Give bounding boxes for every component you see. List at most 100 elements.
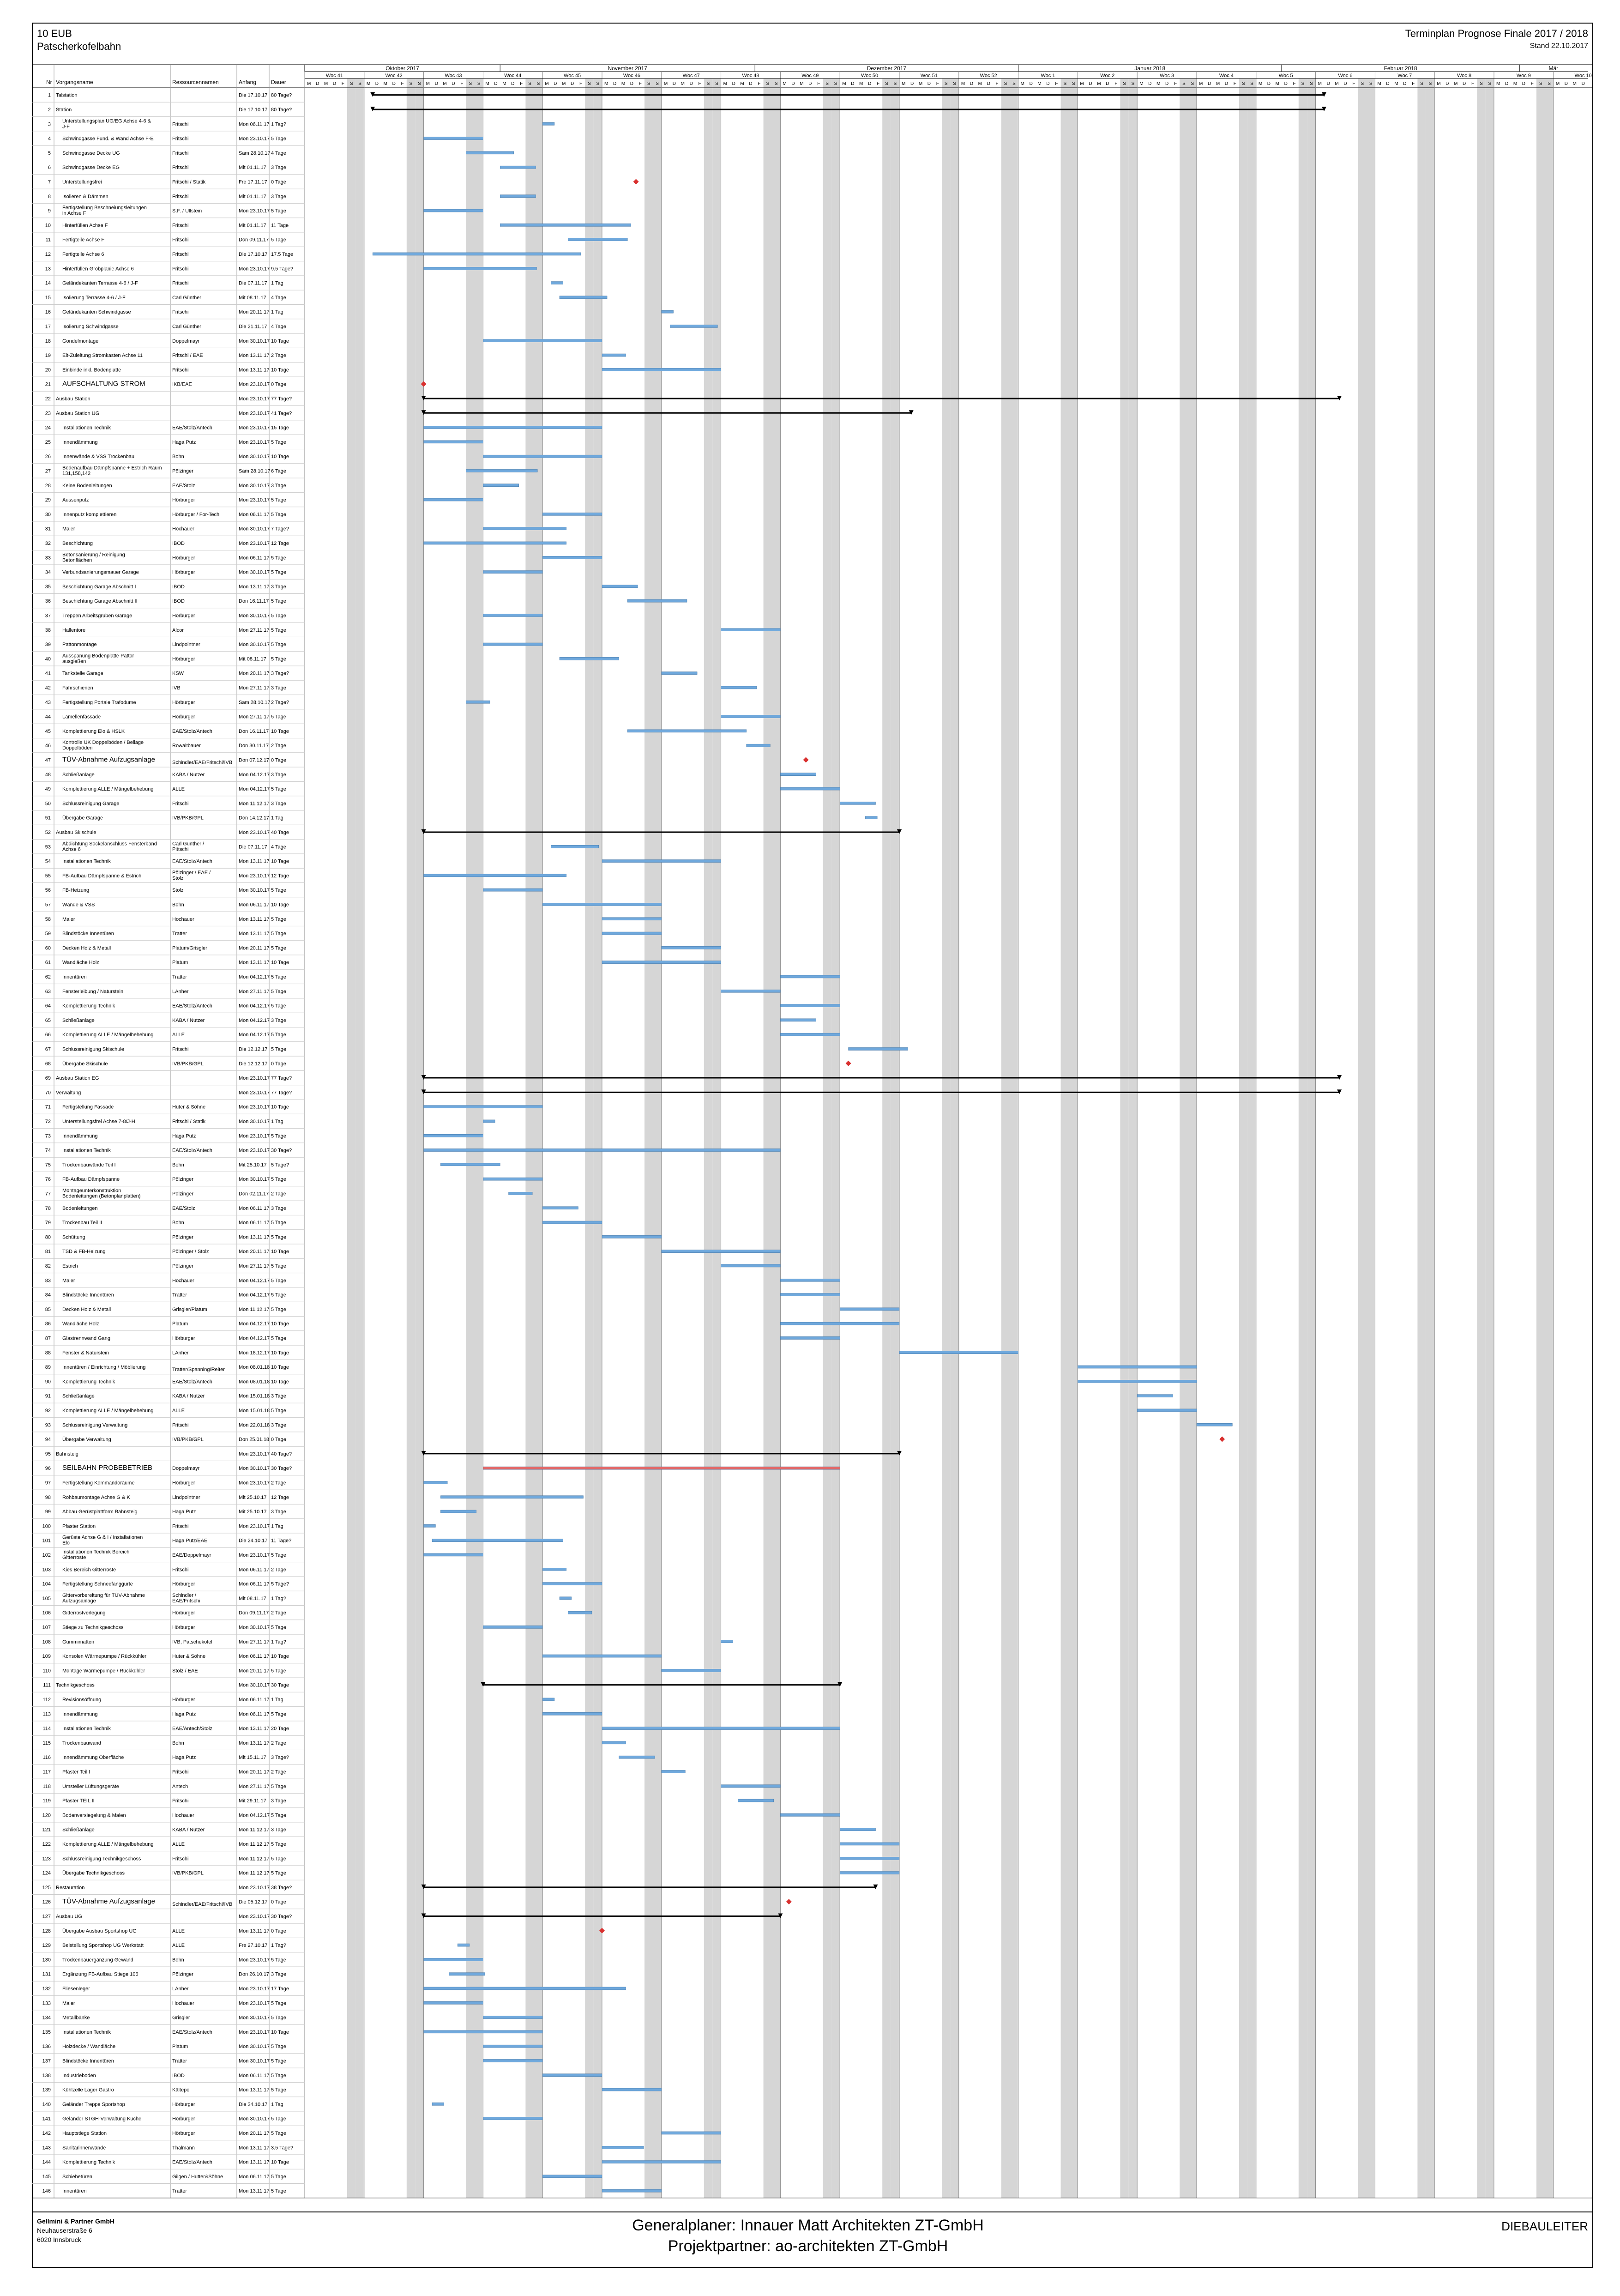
cell-text: 5 Tage	[271, 1625, 286, 1630]
cell-text: Mon 30.10.17	[239, 2044, 270, 2049]
cell-text: 1 Tag	[271, 1697, 283, 1703]
task-name: Wände & VSS	[62, 902, 95, 907]
cell-text: 5 Tage	[271, 555, 286, 561]
cell-text: Mon 23.10.17	[239, 497, 270, 503]
cell-text: 49	[45, 786, 51, 792]
task-name: Isolierung Terrasse 4-6 / J-F	[62, 295, 126, 301]
cell-text: Don 02.11.17	[239, 1191, 269, 1196]
day-label: M	[502, 81, 506, 86]
day-label: M	[961, 81, 965, 86]
day-label: M	[1097, 81, 1101, 86]
day-label: S	[953, 81, 956, 86]
cell-text: Fritschi	[172, 237, 188, 243]
cell-text: 12 Tage	[271, 541, 289, 546]
cell-text: IVB/PKB/GPL	[172, 816, 204, 821]
cell-text: 110	[42, 1668, 51, 1674]
summary-end	[837, 1682, 843, 1687]
cell-text: 10	[45, 223, 51, 228]
cell-text: 5 Tage	[271, 1177, 286, 1182]
cell-text: 21	[45, 382, 51, 387]
day-label: D	[1386, 81, 1389, 86]
cell-text: 105	[42, 1596, 51, 1601]
cell-text: Mon 20.11.17	[239, 671, 269, 677]
cell-text: Mit 25.10.17	[239, 1162, 267, 1168]
cell-text: Mon 13.11.17	[239, 2145, 269, 2151]
cell-text: 5 Tage	[271, 1957, 286, 1963]
day-label: S	[715, 81, 718, 86]
day-label: F	[1471, 81, 1474, 86]
gantt-bar	[457, 1943, 470, 1947]
gantt-bar	[780, 975, 840, 979]
cell-text: 5 Tage	[271, 1871, 286, 1876]
cell-text: Mon 15.01.18	[239, 1408, 270, 1414]
cell-text: Rowaltbauer	[172, 743, 201, 749]
cell-text: 5 Tage	[271, 613, 286, 618]
task-name: Schwindgasse Decke UG	[62, 151, 120, 156]
task-name: Innenwände & VSS Trockenbau	[62, 454, 134, 459]
cell-text: Mon 06.11.17	[239, 512, 269, 517]
cell-text: 42	[45, 685, 51, 691]
cell-text: Mon 30.10.17	[239, 526, 270, 532]
cell-text: 124	[42, 1871, 51, 1876]
task-name: Maler	[62, 917, 75, 922]
task-name: Unterstellungsfrei Achse 7-8/J-H	[62, 1119, 135, 1124]
cell-text: 43	[45, 700, 51, 705]
column-header: Dauer	[271, 79, 286, 85]
cell-text: Tratter	[172, 1293, 187, 1298]
task-name: Ergänzung FB-Aufbau Stiege 106	[62, 1972, 139, 1977]
gantt-bar	[483, 339, 602, 342]
day-label: S	[656, 81, 659, 86]
cell-text: 11 Tage	[271, 223, 289, 228]
cell-text: Mon 30.10.17	[239, 570, 270, 575]
cell-text: 5 Tage?	[271, 1162, 289, 1168]
cell-text: Carl Günther	[172, 324, 201, 329]
cell-text: Installationen Technik Bereich Gitterrost…	[62, 1549, 129, 1560]
cell-text: 139	[42, 2087, 51, 2093]
task-name: Restauration	[56, 1885, 84, 1891]
cell-text: 20 Tage	[271, 1726, 289, 1732]
cell-text: 60	[45, 945, 51, 951]
cell-text: Mon 11.12.17	[239, 801, 269, 806]
gantt-bar	[619, 1755, 655, 1759]
cell-text: 5 Tage	[271, 136, 286, 142]
cell-text: 115	[42, 1740, 51, 1746]
gantt-bar	[508, 1192, 533, 1195]
task-name: Komplettierung ALLE / Mängelbehebung	[62, 1032, 154, 1038]
day-label: D	[571, 81, 574, 86]
task-name: Installationen Technik	[62, 2030, 111, 2035]
gantt-bar	[542, 556, 602, 559]
weekend-shade	[1485, 79, 1494, 2198]
cell-text: Fertigstellung Beschneiungsleitungen in A…	[62, 205, 147, 216]
day-label: M	[1573, 81, 1577, 86]
cell-text: Mon 06.11.17	[239, 1567, 269, 1572]
cell-text: 12 Tage	[271, 1495, 289, 1500]
cell-text: Bohn	[172, 454, 184, 459]
cell-text: Mon 04.12.17	[239, 1018, 270, 1023]
day-label: D	[1046, 81, 1049, 86]
cell-text: 37	[45, 613, 51, 618]
day-label: D	[1403, 81, 1406, 86]
cell-text: 10 Tage	[271, 902, 289, 907]
task-name: Maler	[62, 2000, 75, 2006]
day-label: S	[1420, 81, 1423, 86]
cell-text: Fritschi	[172, 1856, 188, 1861]
gantt-bar	[780, 1293, 840, 1296]
cell-text: Hörburger	[172, 1697, 195, 1703]
cell-text: 128	[42, 1928, 51, 1934]
task-name: Innenputz komplettieren	[62, 512, 116, 517]
gantt-bar	[483, 1119, 495, 1123]
task-name: Trockenbauwände Teil I	[62, 1162, 116, 1168]
gantt-bar	[483, 888, 543, 892]
cell-text: Hörburger	[172, 656, 195, 662]
gantt-bar	[423, 267, 537, 270]
cell-text: 6 Tage	[271, 468, 286, 474]
gantt-bar	[602, 2146, 644, 2149]
cell-text: Mon 06.11.17	[239, 2073, 269, 2078]
gantt-bar	[865, 816, 878, 819]
cell-text: Mon 27.11.17	[239, 685, 269, 691]
cell-text: Haga Putz	[172, 1755, 196, 1760]
cell-text: Mit 08.11.17	[239, 295, 266, 301]
cell-text: Abdichtung Sockelanschluss Fensterband Ac…	[62, 841, 157, 852]
cell-text: Sam 28.10.17	[239, 468, 271, 474]
column-header: Nr	[46, 79, 52, 85]
